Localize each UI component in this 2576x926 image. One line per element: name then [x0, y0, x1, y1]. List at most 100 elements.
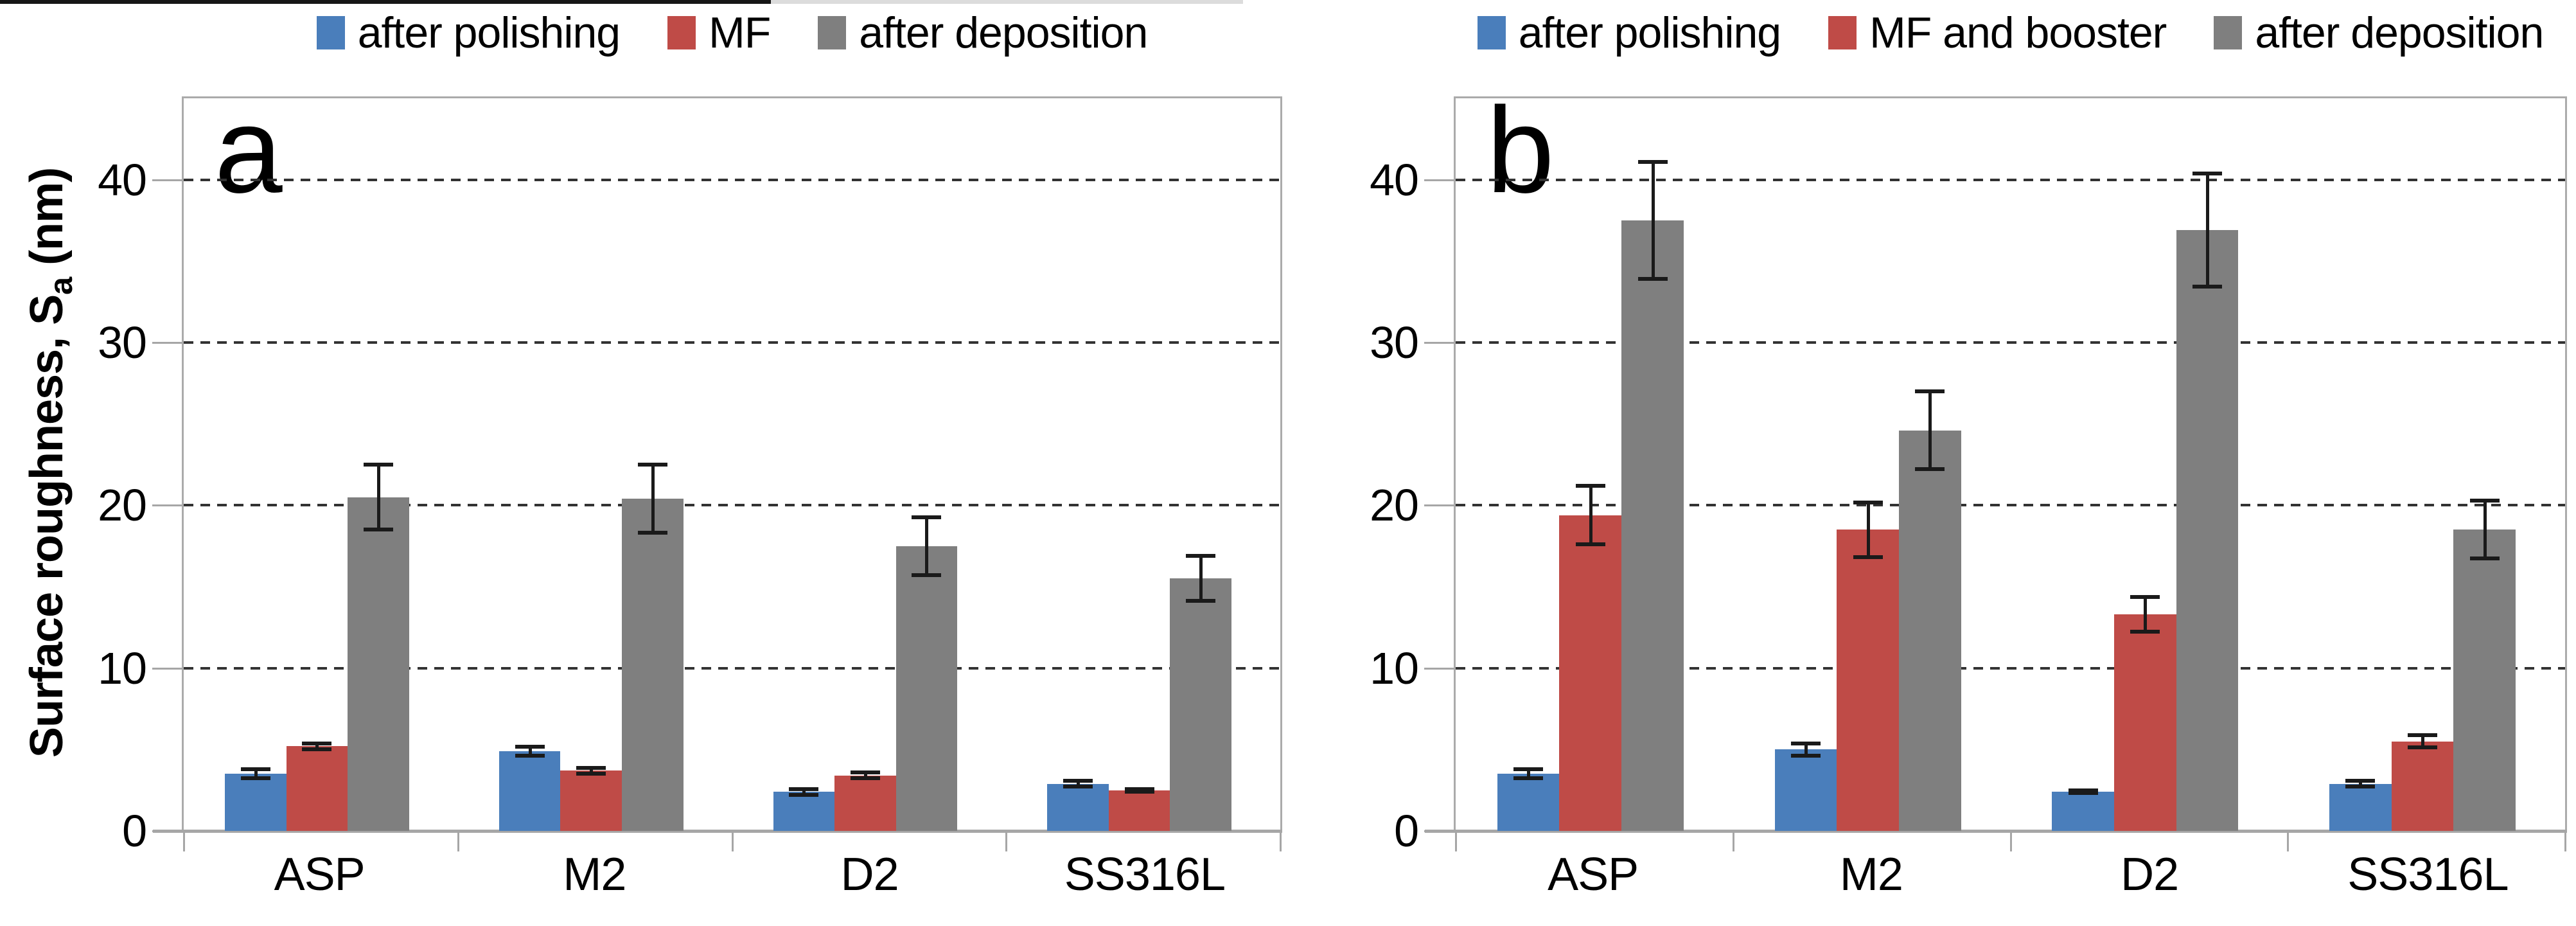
top-crop-line-light: [771, 0, 1243, 4]
error-bar-line: [651, 463, 655, 535]
chart-panel-a: after polishing MF after deposition Surfac…: [21, 8, 1282, 900]
error-bar-cap-bottom: [1513, 776, 1544, 781]
legend-item: after deposition: [818, 8, 1148, 58]
error-bar-cap-top: [1915, 389, 1945, 394]
bar-red-M2: [1837, 530, 1899, 831]
error-bar-cap-top: [240, 767, 270, 772]
category-label-ASP: ASP: [274, 849, 366, 900]
error-bar-gray-SS316L: [1170, 554, 1231, 603]
legend: after polishing MF and booster after depos…: [1454, 8, 2567, 58]
y-tick-mark: [152, 179, 182, 181]
error-bar-line: [925, 515, 929, 577]
error-bar-cap-bottom: [1063, 785, 1093, 789]
category-slot-SS316L: [1006, 98, 1280, 831]
error-bar-red-D2: [2114, 594, 2176, 634]
legend-item: after polishing: [316, 8, 621, 58]
y-tick-label: 10: [1370, 643, 1419, 693]
y-tick-label: 40: [1370, 154, 1419, 205]
y-tick-mark: [152, 667, 182, 670]
error-bar-blue-SS316L: [1047, 778, 1109, 789]
gridline-20: [184, 504, 1280, 507]
y-tick-mark: [1424, 179, 1454, 181]
error-bar-line: [1589, 484, 1592, 546]
legend: after polishing MF after deposition: [182, 8, 1282, 58]
error-bar-cap-top: [302, 741, 332, 745]
error-bar-gray-M2: [622, 463, 684, 535]
error-bar-cap-bottom: [2469, 556, 2500, 561]
error-bar-cap-bottom: [2408, 745, 2438, 750]
error-bar-cap-bottom: [1186, 599, 1216, 603]
y-tick-mark: [152, 342, 182, 344]
y-axis-title-subscript: a: [42, 277, 80, 295]
error-bar-cap-bottom: [2345, 785, 2376, 789]
x-boundary-tick: [1280, 831, 1282, 851]
error-bar-cap-bottom: [1853, 555, 1883, 559]
error-bar-cap-bottom: [1915, 467, 1945, 472]
error-bar-line: [590, 765, 594, 776]
error-bar-cap-top: [789, 787, 819, 791]
legend-swatch-red-icon: [1828, 16, 1857, 49]
legend-label: after polishing: [1518, 8, 1781, 57]
error-bar-line: [1527, 767, 1531, 781]
panel-letter: a: [215, 82, 283, 218]
category-slot-D2: [2011, 98, 2288, 831]
error-bar-cap-top: [1124, 787, 1154, 791]
legend-swatch-gray-icon: [818, 16, 847, 49]
x-boundary-tick: [1455, 831, 1457, 851]
legend-label: after deposition: [859, 8, 1148, 57]
bar-blue-ASP: [225, 774, 287, 831]
error-bar-line: [2144, 594, 2148, 634]
error-bar-cap-bottom: [2130, 630, 2160, 634]
legend-item: MF: [667, 8, 771, 58]
error-bar-cap-bottom: [1575, 542, 1605, 546]
error-bar-cap-bottom: [789, 792, 819, 797]
error-bar-gray-SS316L: [2453, 499, 2516, 561]
error-bar-line: [2483, 499, 2487, 561]
error-bar-gray-D2: [896, 515, 958, 577]
bar-red-M2: [560, 770, 622, 831]
legend-label: after polishing: [357, 8, 621, 57]
bar-gray-SS316L: [2453, 530, 2516, 831]
error-bar-cap-bottom: [912, 573, 942, 577]
error-bar-line: [315, 741, 319, 751]
y-tick-label: 20: [98, 480, 147, 531]
y-tick-label: 0: [122, 806, 147, 856]
error-bar-red-ASP: [1559, 484, 1621, 546]
y-tick-label: 10: [98, 643, 147, 693]
category-slot-D2: [732, 98, 1007, 831]
bar-gray-ASP: [348, 497, 409, 831]
error-bar-cap-top: [2345, 778, 2376, 783]
error-bar-line: [2421, 733, 2425, 750]
error-bar-blue-ASP: [225, 767, 287, 781]
y-tick-label: 40: [98, 154, 147, 205]
error-bar-cap-bottom: [1124, 789, 1154, 794]
category-slot-ASP: [1456, 98, 1733, 831]
error-bar-line: [802, 787, 806, 797]
error-bar-cap-bottom: [850, 776, 880, 781]
bar-gray-SS316L: [1170, 578, 1232, 831]
error-bar-cap-bottom: [302, 747, 332, 751]
bar-gray-M2: [621, 499, 684, 831]
bar-gray-D2: [2176, 230, 2239, 831]
error-bar-gray-D2: [2176, 172, 2239, 289]
error-bar-blue-D2: [2052, 788, 2114, 796]
legend-item: after polishing: [1477, 8, 1781, 58]
category-label-M2: M2: [1839, 849, 1903, 900]
legend-swatch-red-icon: [667, 16, 696, 49]
error-bar-cap-top: [2068, 788, 2098, 793]
error-bar-cap-bottom: [515, 753, 545, 758]
bar-red-ASP: [286, 746, 348, 831]
x-boundary-tick: [2287, 831, 2289, 851]
error-bar-cap-top: [2192, 172, 2223, 175]
error-bar-line: [1077, 778, 1081, 789]
error-bar-gray-M2: [1899, 389, 1961, 472]
bar-blue-SS316L: [1047, 783, 1109, 831]
gridline-20: [1456, 504, 2565, 507]
y-tick-label: 30: [98, 317, 147, 368]
error-bar-cap-bottom: [2068, 791, 2098, 796]
category-label-D2: D2: [2121, 849, 2179, 900]
y-tick-mark: [1424, 504, 1454, 507]
y-tick-mark: [1424, 667, 1454, 670]
x-boundary-tick: [1005, 831, 1008, 851]
gridline-40: [184, 178, 1280, 181]
